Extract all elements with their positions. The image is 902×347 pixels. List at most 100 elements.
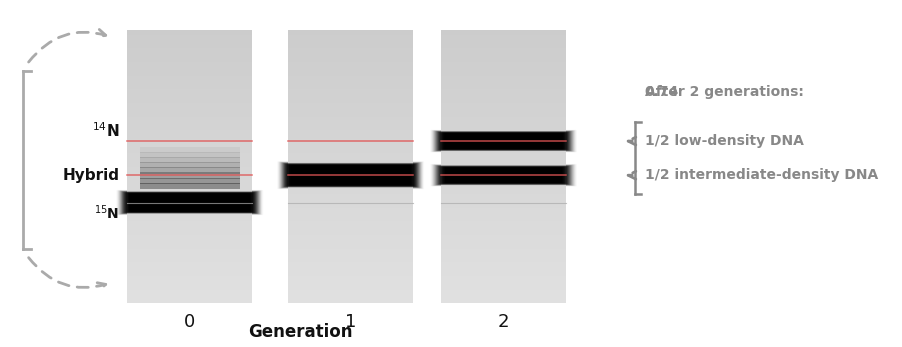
Bar	[289, 217, 413, 221]
Bar	[127, 30, 253, 35]
Bar	[441, 294, 566, 299]
Bar	[127, 135, 253, 139]
FancyBboxPatch shape	[431, 130, 575, 152]
Bar	[289, 285, 413, 290]
Bar	[289, 139, 413, 144]
FancyBboxPatch shape	[285, 163, 416, 187]
Bar	[127, 30, 253, 303]
Bar	[441, 226, 566, 230]
Bar	[289, 226, 413, 230]
FancyBboxPatch shape	[132, 194, 247, 211]
Bar	[289, 94, 413, 99]
Bar	[441, 258, 566, 262]
Bar	[441, 276, 566, 280]
Bar	[127, 176, 253, 180]
Bar	[289, 280, 413, 285]
Bar	[289, 185, 413, 189]
Bar	[127, 117, 253, 121]
Bar	[441, 44, 566, 48]
Bar	[127, 76, 253, 80]
Bar	[127, 130, 253, 135]
Bar	[127, 271, 253, 276]
Bar	[441, 117, 566, 121]
Text: $^{15}$N: $^{15}$N	[94, 203, 119, 222]
Text: After 2 generations:: After 2 generations:	[645, 85, 804, 99]
Bar	[441, 62, 566, 67]
Bar	[441, 108, 566, 112]
Bar	[127, 239, 253, 244]
Bar	[289, 189, 413, 194]
FancyBboxPatch shape	[121, 191, 259, 214]
Bar	[127, 244, 253, 248]
Bar	[441, 89, 566, 94]
Bar	[441, 103, 566, 108]
Bar	[289, 294, 413, 299]
Bar	[289, 144, 413, 149]
FancyBboxPatch shape	[439, 132, 568, 150]
Bar	[289, 290, 413, 294]
Bar	[127, 221, 253, 226]
Bar	[140, 178, 240, 184]
Bar	[127, 108, 253, 112]
Bar	[289, 212, 413, 217]
FancyBboxPatch shape	[445, 167, 562, 183]
Bar	[127, 35, 253, 39]
Bar	[127, 258, 253, 262]
FancyArrowPatch shape	[29, 257, 106, 290]
FancyBboxPatch shape	[432, 164, 575, 186]
Bar	[289, 180, 413, 185]
Bar	[441, 153, 566, 158]
Bar	[441, 121, 566, 126]
Bar	[441, 203, 566, 208]
FancyBboxPatch shape	[436, 165, 571, 185]
Bar	[127, 253, 253, 258]
FancyBboxPatch shape	[434, 130, 574, 152]
Bar	[441, 112, 566, 117]
Bar	[127, 212, 253, 217]
Bar	[289, 35, 413, 39]
Bar	[140, 152, 240, 158]
FancyBboxPatch shape	[279, 162, 423, 189]
Bar	[441, 162, 566, 167]
FancyBboxPatch shape	[129, 193, 251, 212]
Bar	[441, 30, 566, 35]
Bar	[127, 158, 253, 162]
Bar	[127, 71, 253, 76]
FancyBboxPatch shape	[440, 132, 566, 150]
Bar	[289, 208, 413, 212]
Bar	[441, 217, 566, 221]
FancyBboxPatch shape	[125, 192, 254, 213]
Bar	[289, 135, 413, 139]
Bar	[289, 171, 413, 176]
Bar	[289, 267, 413, 271]
Bar	[441, 53, 566, 57]
Bar	[127, 208, 253, 212]
Bar	[441, 176, 566, 180]
Bar	[441, 39, 566, 44]
Bar	[127, 139, 253, 144]
Bar	[441, 167, 566, 171]
Bar	[289, 30, 413, 35]
Bar	[441, 285, 566, 290]
Bar	[441, 149, 566, 153]
Bar	[127, 94, 253, 99]
Bar	[289, 126, 413, 130]
FancyBboxPatch shape	[438, 166, 569, 185]
Bar	[289, 198, 413, 203]
Bar	[289, 62, 413, 67]
Bar	[289, 80, 413, 85]
Bar	[441, 230, 566, 235]
FancyBboxPatch shape	[446, 168, 561, 183]
FancyBboxPatch shape	[126, 193, 253, 212]
Bar	[441, 94, 566, 99]
FancyBboxPatch shape	[439, 166, 568, 184]
Bar	[127, 294, 253, 299]
Bar	[127, 167, 253, 171]
Text: Generation: Generation	[248, 323, 353, 341]
Bar	[289, 221, 413, 226]
FancyBboxPatch shape	[290, 165, 412, 185]
Bar	[289, 30, 413, 303]
Bar	[127, 203, 253, 208]
Bar	[289, 194, 413, 198]
Bar	[289, 230, 413, 235]
